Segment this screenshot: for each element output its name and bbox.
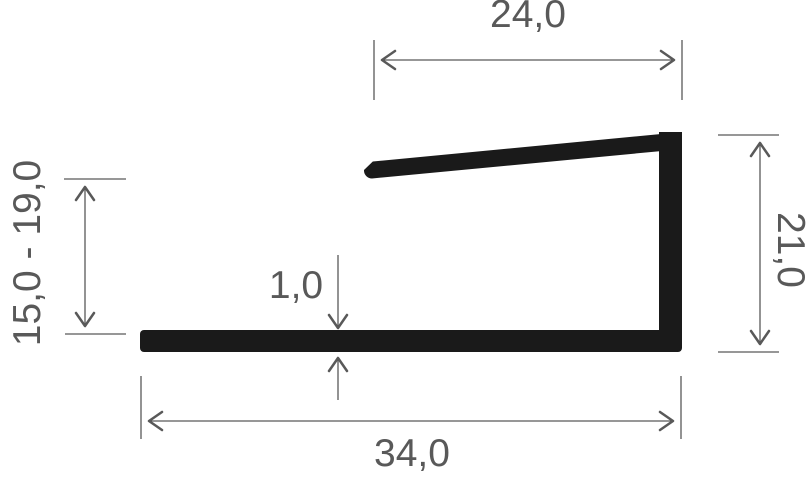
svg-text:1,0: 1,0 — [269, 264, 323, 307]
svg-text:15,0 - 19,0: 15,0 - 19,0 — [6, 160, 49, 346]
svg-text:21,0: 21,0 — [769, 212, 810, 288]
svg-text:24,0: 24,0 — [490, 0, 566, 36]
svg-text:34,0: 34,0 — [374, 432, 450, 475]
